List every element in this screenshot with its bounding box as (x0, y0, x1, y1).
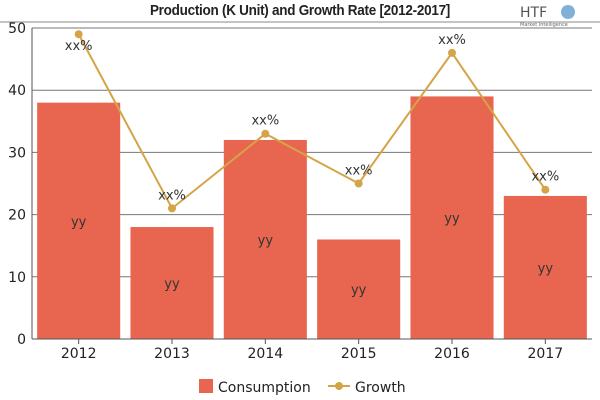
growth-label: xx% (531, 170, 559, 185)
growth-label: xx% (251, 114, 279, 129)
growth-label: xx% (158, 188, 186, 203)
bar-label: yy (164, 277, 180, 292)
svg-text:Market Intelligence: Market Intelligence (520, 22, 568, 28)
bar-label: yy (258, 233, 274, 248)
growth-point-2013 (168, 204, 176, 213)
bar-label: yy (444, 212, 460, 227)
growth-line (77, 33, 547, 210)
growth-label: xx% (65, 39, 93, 54)
svg-text:HTF: HTF (520, 5, 547, 21)
legend-growth-label: Growth (355, 380, 406, 396)
bar-2014 (223, 139, 307, 339)
x-tick-label: 2012 (61, 346, 97, 362)
growth-point-2015 (354, 179, 363, 188)
legend-growth-marker (335, 382, 343, 390)
bar-2017 (503, 195, 587, 339)
legend-consumption-swatch (199, 379, 213, 393)
growth-label: xx% (345, 164, 373, 179)
growth-point-2014 (261, 129, 270, 138)
bar-2015 (317, 239, 401, 339)
y-tick-label: 40 (8, 83, 26, 99)
bar-label: yy (538, 261, 554, 276)
legend-consumption-label: Consumption (218, 380, 311, 396)
x-tick-label: 2016 (434, 346, 470, 362)
y-tick-label: 10 (8, 270, 26, 286)
growth-label: xx% (438, 33, 466, 48)
bar-label: yy (351, 283, 367, 298)
y-tick-label: 50 (8, 21, 26, 37)
y-tick-label: 0 (17, 332, 26, 348)
growth-point-2016 (448, 48, 456, 57)
bar-2012 (37, 102, 121, 339)
y-tick-label: 20 (8, 208, 26, 224)
bar-2013 (130, 227, 214, 339)
x-tick-label: 2014 (248, 346, 284, 362)
x-tick-label: 2015 (341, 346, 377, 362)
x-tick-label: 2017 (528, 346, 564, 362)
htf-logo: HTF Market Intelligence (520, 5, 575, 28)
growth-point-2012 (74, 30, 83, 39)
growth-point-2017 (541, 185, 550, 194)
x-tick-label: 2013 (154, 346, 190, 362)
y-tick-label: 30 (8, 145, 26, 161)
bar-2016 (410, 96, 494, 339)
bar-label: yy (71, 215, 87, 230)
chart-title: Production (K Unit) and Growth Rate [201… (149, 2, 451, 19)
